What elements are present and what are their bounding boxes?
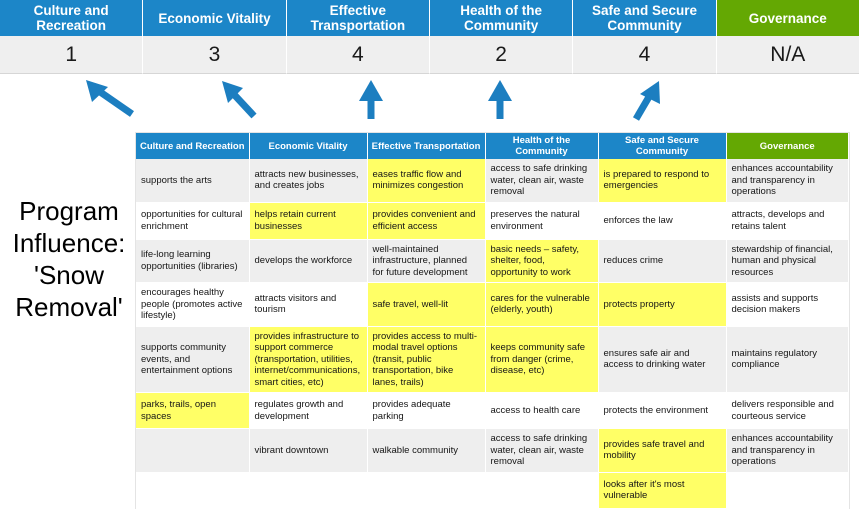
matrix-cell-r0-c2: eases traffic flow and minimizes congest…: [367, 159, 486, 203]
matrix-cell-r1-c0: opportunities for cultural enrichment: [136, 202, 250, 240]
matrix-cell-r2-c0: life-long learning opportunities (librar…: [136, 239, 250, 283]
table-row: supports the arts attracts new businesses…: [136, 159, 849, 203]
table-row: looks after it's most vulnerable: [136, 472, 849, 509]
table-row: parks, trails, open spaces regulates grow…: [136, 392, 849, 429]
scorecard-value-row: 1 3 4 2 4 N/A: [0, 36, 859, 74]
arrow-shaft-1: [91, 84, 134, 117]
page-title: Program Influence: 'Snow Removal': [6, 195, 132, 323]
scorecard-header-economic-vitality[interactable]: Economic Vitality: [143, 0, 287, 36]
arrow-up-left-icon-1: [86, 80, 108, 102]
scorecard-header-governance[interactable]: Governance: [716, 0, 859, 36]
matrix-cell-r5-c2: provides adequate parking: [367, 392, 486, 429]
matrix-header-governance[interactable]: Governance: [726, 133, 848, 159]
matrix-cell-r4-c3: keeps community safe from danger (crime,…: [485, 326, 599, 393]
caption-line-3: 'Snow: [33, 260, 104, 290]
scorecard-header-safe-and-secure-community[interactable]: Safe and Secure Community: [573, 0, 717, 36]
arrow-group: [86, 80, 660, 121]
matrix-cell-r7-c1: [249, 472, 368, 509]
arrow-up-icon-4: [488, 80, 512, 101]
matrix-cell-r5-c0: parks, trails, open spaces: [136, 392, 250, 429]
matrix-cell-r5-c3: access to health care: [485, 392, 599, 429]
influence-matrix-table: Culture and Recreation Economic Vitality…: [136, 133, 849, 509]
matrix-cell-r6-c4: provides safe travel and mobility: [598, 428, 727, 473]
matrix-cell-r5-c5: delivers responsible and courteous servi…: [726, 392, 849, 429]
matrix-header-row: Culture and Recreation Economic Vitality…: [136, 133, 848, 159]
matrix-cell-r2-c5: stewardship of financial, human and phys…: [726, 239, 849, 283]
matrix-cell-r2-c1: develops the workforce: [249, 239, 368, 283]
matrix-cell-r0-c5: enhances accountability and transparency…: [726, 159, 849, 203]
matrix-cell-r5-c1: regulates growth and development: [249, 392, 368, 429]
matrix-cell-r4-c0: supports community events, and entertain…: [136, 326, 250, 393]
arrow-shaft-2: [225, 85, 257, 119]
matrix-cell-r6-c0: [136, 428, 250, 473]
matrix-header-culture-and-recreation[interactable]: Culture and Recreation: [136, 133, 250, 159]
matrix-cell-r4-c4: ensures safe air and access to drinking …: [598, 326, 727, 393]
matrix-header-health-of-the-community[interactable]: Health of the Community: [485, 133, 599, 159]
matrix-cell-r1-c4: enforces the law: [598, 202, 727, 240]
matrix-cell-r3-c1: attracts visitors and tourism: [249, 282, 368, 327]
matrix-header-safe-and-secure-community[interactable]: Safe and Secure Community: [598, 133, 727, 159]
matrix-cell-r2-c3: basic needs – safety, shelter, food, opp…: [485, 239, 599, 283]
matrix-cell-r5-c4: protects the environment: [598, 392, 727, 429]
scorecard-value-safe-and-secure-community: 4: [573, 36, 717, 74]
matrix-cell-r0-c4: is prepared to respond to emergencies: [598, 159, 727, 203]
matrix-cell-r1-c1: helps retain current businesses: [249, 202, 368, 240]
scorecard-value-governance: N/A: [716, 36, 859, 74]
arrow-up-right-icon-5: [640, 81, 660, 104]
caption-line-2: Influence:: [12, 228, 126, 258]
table-row: encourages healthy people (promotes acti…: [136, 282, 849, 327]
scorecard-value-economic-vitality: 3: [143, 36, 287, 74]
caption-line-1: Program: [19, 196, 119, 226]
matrix-cell-r6-c2: walkable community: [367, 428, 486, 473]
matrix-header-effective-transportation[interactable]: Effective Transportation: [367, 133, 486, 159]
matrix-cell-r4-c1: provides infrastructure to support comme…: [249, 326, 368, 393]
matrix-cell-r7-c5: [726, 472, 849, 509]
matrix-cell-r0-c1: attracts new businesses, and creates job…: [249, 159, 368, 203]
matrix-cell-r4-c2: provides access to multi-modal travel op…: [367, 326, 486, 393]
arrow-shaft-5: [632, 88, 657, 121]
matrix-cell-r0-c3: access to safe drinking water, clean air…: [485, 159, 599, 203]
matrix-cell-r7-c3: [485, 472, 599, 509]
matrix-cell-r1-c2: provides convenient and efficient access: [367, 202, 486, 240]
scorecard-header-effective-transportation[interactable]: Effective Transportation: [286, 0, 430, 36]
matrix-cell-r2-c4: reduces crime: [598, 239, 727, 283]
arrow-up-icon-3: [359, 80, 383, 101]
matrix-body: supports the arts attracts new businesses…: [136, 159, 849, 509]
caption-line-4: Removal': [15, 292, 123, 322]
matrix-cell-r7-c4: looks after it's most vulnerable: [598, 472, 727, 509]
matrix-cell-r4-c5: maintains regulatory compliance: [726, 326, 849, 393]
matrix-cell-r6-c1: vibrant downtown: [249, 428, 368, 473]
scorecard-value-effective-transportation: 4: [286, 36, 430, 74]
matrix-cell-r1-c3: preserves the natural environment: [485, 202, 599, 240]
matrix-cell-r0-c0: supports the arts: [136, 159, 250, 203]
matrix-cell-r3-c2: safe travel, well-lit: [367, 282, 486, 327]
matrix-cell-r7-c2: [367, 472, 486, 509]
arrow-up-left-icon-2: [222, 81, 243, 103]
scorecard-header-health-of-the-community[interactable]: Health of the Community: [429, 0, 574, 36]
matrix-cell-r7-c0: [136, 472, 250, 509]
matrix-cell-r3-c5: assists and supports decision makers: [726, 282, 849, 327]
matrix-cell-r3-c3: cares for the vulnerable (elderly, youth…: [485, 282, 599, 327]
matrix-cell-r3-c4: protects property: [598, 282, 727, 327]
table-row: vibrant downtown walkable community access…: [136, 428, 849, 473]
matrix-header-economic-vitality[interactable]: Economic Vitality: [249, 133, 368, 159]
scorecard-value-culture-and-recreation: 1: [0, 36, 144, 74]
matrix-cell-r1-c5: attracts, develops and retains talent: [726, 202, 849, 240]
table-row: supports community events, and entertain…: [136, 326, 849, 393]
matrix-cell-r6-c3: access to safe drinking water, clean air…: [485, 428, 599, 473]
table-row: opportunities for cultural enrichment hel…: [136, 202, 849, 240]
scorecard-value-health-of-the-community: 2: [429, 36, 574, 74]
scorecard-header-culture-and-recreation[interactable]: Culture and Recreation: [0, 0, 144, 36]
scorecard-banner: Culture and Recreation Economic Vitality…: [0, 0, 859, 74]
matrix-cell-r3-c0: encourages healthy people (promotes acti…: [136, 282, 250, 327]
table-row: life-long learning opportunities (librar…: [136, 239, 849, 283]
scorecard-header-row: Culture and Recreation Economic Vitality…: [0, 0, 859, 36]
matrix-cell-r6-c5: enhances accountability and transparency…: [726, 428, 849, 473]
matrix-cell-r2-c2: well-maintained infrastructure, planned …: [367, 239, 486, 283]
